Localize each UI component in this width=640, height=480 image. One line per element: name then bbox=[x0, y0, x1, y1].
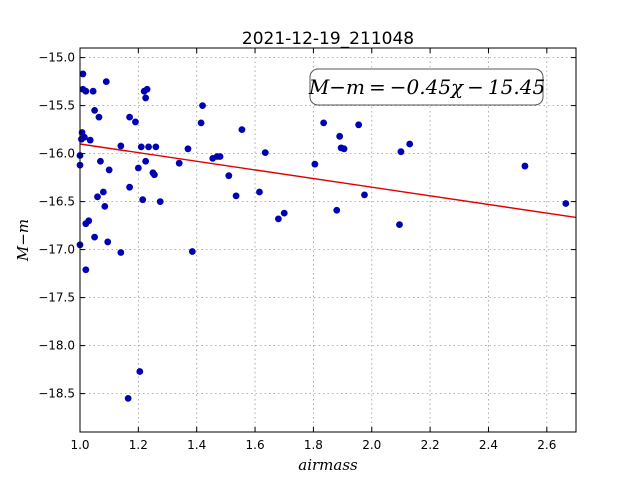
data-point bbox=[137, 143, 145, 151]
data-point bbox=[89, 87, 97, 95]
data-point bbox=[132, 118, 139, 126]
x-axis-label: airmass bbox=[298, 456, 358, 474]
data-point bbox=[197, 119, 205, 127]
data-point bbox=[396, 221, 403, 229]
fit-line bbox=[79, 143, 577, 219]
data-point bbox=[397, 148, 405, 156]
y-tick-label: −17.0 bbox=[38, 243, 75, 257]
legend-frame bbox=[309, 68, 544, 106]
data-point bbox=[124, 395, 132, 402]
data-point bbox=[261, 149, 269, 157]
data-point bbox=[142, 157, 150, 165]
x-tick-label: 1.2 bbox=[129, 438, 148, 452]
data-point bbox=[188, 248, 196, 255]
data-point bbox=[91, 233, 98, 241]
data-point bbox=[82, 87, 90, 95]
data-point bbox=[521, 162, 529, 170]
data-point bbox=[175, 159, 183, 167]
data-point bbox=[97, 157, 104, 165]
data-point bbox=[94, 193, 101, 201]
y-tick-label: −15.0 bbox=[38, 51, 75, 65]
x-tick-label: 2.4 bbox=[479, 438, 498, 452]
x-tick-label: 1.8 bbox=[304, 438, 323, 452]
data-point bbox=[406, 140, 414, 148]
data-point bbox=[91, 107, 98, 114]
data-point bbox=[126, 113, 133, 121]
data-point bbox=[333, 206, 341, 214]
fit-line-layer bbox=[79, 143, 577, 219]
data-point bbox=[136, 368, 144, 375]
data-point bbox=[232, 192, 240, 200]
data-point bbox=[562, 200, 570, 207]
data-point bbox=[280, 209, 288, 217]
data-point bbox=[101, 203, 109, 210]
data-point bbox=[151, 171, 158, 179]
plot-frame bbox=[79, 47, 577, 433]
x-tick-label: 2.0 bbox=[362, 438, 381, 452]
data-point bbox=[355, 121, 363, 129]
fit-equation-label: M−m = −0.45χ − 15.45 bbox=[308, 75, 545, 99]
y-tick-label: −16.0 bbox=[38, 147, 75, 161]
data-point bbox=[117, 142, 125, 150]
x-tick-label: 1.6 bbox=[246, 438, 265, 452]
x-tick-label: 2.2 bbox=[421, 438, 440, 452]
axis-ticks: 1.0 1.2 1.4 1.6 1.8 2.0 2.2 2.4 2.6 −15.0 −15.5 −16… bbox=[38, 48, 576, 452]
data-point bbox=[216, 153, 224, 160]
data-point bbox=[256, 188, 263, 196]
legend-box: M−m = −0.45χ − 15.45 bbox=[308, 68, 545, 106]
y-tick-label: −18.0 bbox=[38, 339, 75, 353]
data-point bbox=[95, 113, 103, 121]
data-point bbox=[199, 102, 206, 109]
data-point bbox=[143, 85, 151, 93]
data-points bbox=[76, 70, 570, 402]
data-point bbox=[139, 196, 147, 204]
data-point bbox=[336, 132, 344, 140]
y-tick-label: −18.5 bbox=[38, 387, 75, 401]
data-point bbox=[79, 70, 87, 78]
data-point bbox=[85, 217, 93, 225]
data-point bbox=[275, 215, 282, 223]
y-tick-label: −16.5 bbox=[38, 195, 75, 209]
data-point bbox=[225, 172, 233, 180]
data-point bbox=[320, 119, 328, 127]
data-point bbox=[105, 166, 113, 174]
x-tick-label: 1.0 bbox=[70, 438, 89, 452]
data-point bbox=[156, 198, 164, 206]
data-point bbox=[104, 238, 112, 246]
data-point bbox=[80, 133, 88, 141]
data-point bbox=[152, 143, 160, 151]
x-tick-label: 2.6 bbox=[537, 438, 556, 452]
data-point bbox=[142, 94, 150, 102]
data-point bbox=[238, 126, 246, 133]
y-axis-label: M−m bbox=[14, 219, 32, 262]
y-tick-label: −15.5 bbox=[38, 99, 75, 113]
data-point bbox=[134, 164, 142, 172]
data-point bbox=[340, 145, 348, 153]
data-point bbox=[311, 160, 319, 168]
data-point bbox=[99, 188, 107, 196]
grid-lines bbox=[80, 48, 576, 432]
data-point bbox=[117, 249, 125, 256]
y-tick-label: −17.5 bbox=[38, 291, 75, 305]
data-point bbox=[126, 183, 133, 191]
x-tick-label: 1.4 bbox=[187, 438, 206, 452]
data-point bbox=[361, 191, 368, 199]
data-point bbox=[86, 136, 94, 144]
data-point bbox=[102, 78, 110, 85]
chart-title: 2021-12-19_211048 bbox=[242, 29, 414, 49]
data-point bbox=[82, 266, 90, 274]
data-point bbox=[145, 143, 152, 151]
data-point bbox=[184, 145, 192, 153]
